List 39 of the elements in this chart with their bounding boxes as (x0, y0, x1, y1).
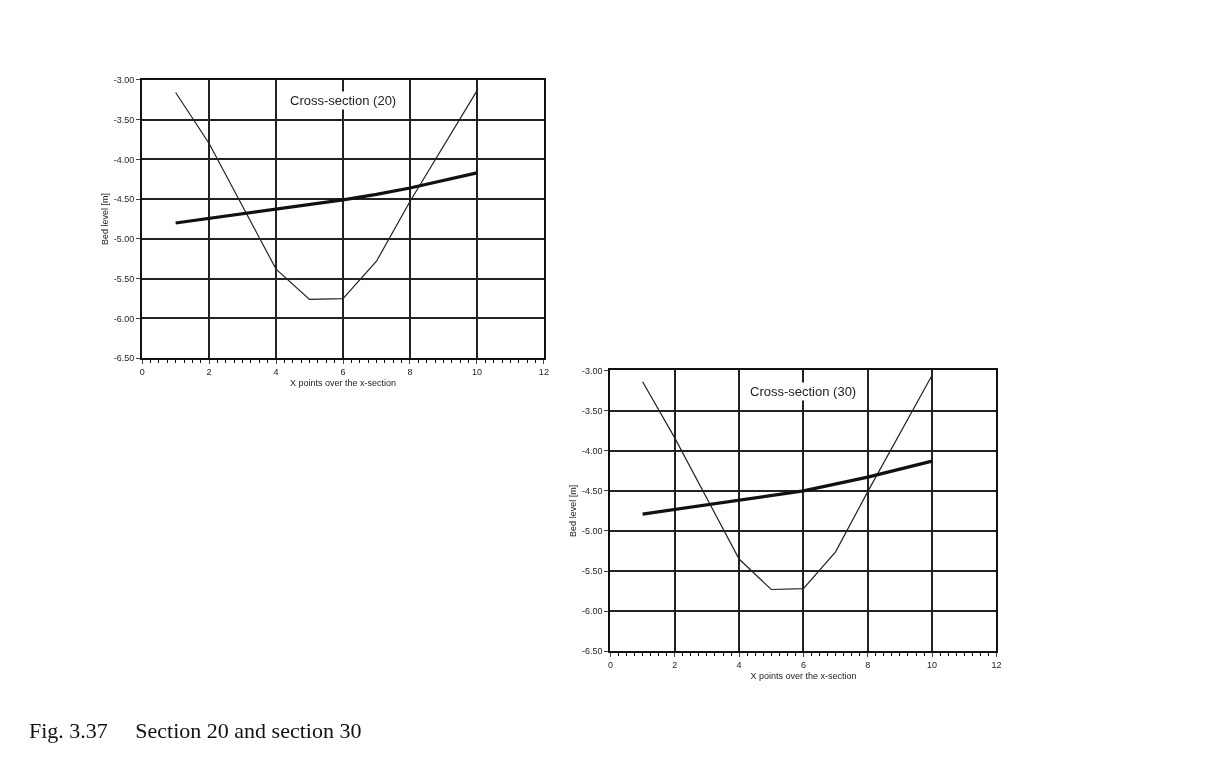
y-tick-label: -5.00 (582, 526, 603, 537)
y-tick-label: -4.50 (113, 194, 135, 205)
x-tick-label: 10 (471, 367, 482, 378)
x-tick-label: 2 (672, 660, 678, 671)
x-tick-label: 12 (991, 660, 1002, 671)
y-tick-label: -5.00 (113, 234, 135, 245)
x-tick-label: 12 (538, 367, 549, 378)
y-tick-label: -5.50 (582, 566, 603, 577)
x-tick-label: 2 (206, 367, 212, 378)
x-axis-title: X points over the x-section (750, 671, 857, 682)
x-tick-label: 8 (865, 660, 871, 671)
x-tick-label: 6 (800, 660, 806, 671)
x-tick-label: 0 (607, 660, 613, 671)
y-axis-title: Bed level [m] (567, 484, 578, 537)
y-tick-label: -4.50 (582, 485, 603, 496)
x-axis-title: X points over the x-section (289, 378, 397, 389)
y-tick-label: -3.00 (582, 365, 603, 376)
x-tick-label: 4 (273, 367, 279, 378)
text: Cross-section (30) (750, 384, 857, 399)
y-tick-label: -6.00 (582, 606, 603, 617)
y-tick-label: -6.50 (582, 646, 603, 657)
x-tick-label: 0 (139, 367, 145, 378)
text: Cross-section (20) (290, 93, 397, 108)
x-tick-label: 8 (407, 367, 413, 378)
y-tick-label: -6.00 (113, 313, 135, 324)
line-series (174, 171, 479, 225)
x-tick-label: 4 (736, 660, 742, 671)
y-tick-label: -3.00 (113, 74, 135, 85)
y-tick-label: -4.00 (582, 445, 603, 456)
x-tick-label: 6 (340, 367, 346, 378)
caption: Fig. 3.37 Section 20 and section 30 (29, 718, 362, 743)
y-axis-title: Bed level [m] (99, 193, 110, 246)
y-tick-label: -5.50 (113, 273, 135, 284)
x-tick-label: 10 (927, 660, 938, 671)
y-tick-label: -3.50 (582, 405, 603, 416)
y-tick-label: -3.50 (113, 114, 135, 125)
y-tick-label: -6.50 (113, 353, 135, 364)
line-series (640, 459, 934, 516)
y-tick-label: -4.00 (113, 154, 135, 165)
